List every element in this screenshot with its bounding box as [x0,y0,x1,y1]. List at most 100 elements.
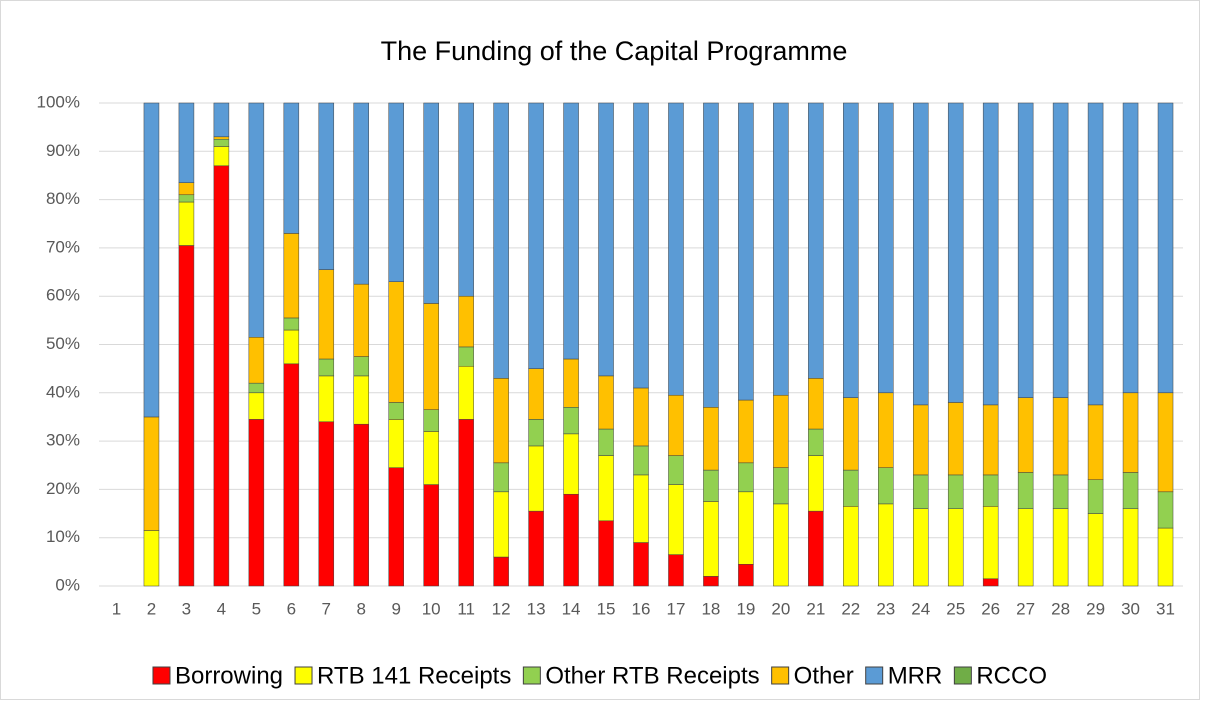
bar-segment [493,378,509,464]
bar-segment [703,102,719,408]
legend-label: RTB 141 Receipts [317,662,511,689]
bar-segment [1052,474,1069,509]
bar-segment [458,102,474,297]
bar-segment [947,474,964,509]
bar-segment [493,102,509,379]
bar-segment [1157,491,1174,529]
bar-segment [458,295,474,348]
bar-segment [353,423,370,587]
bar-segment [668,455,684,485]
bar-segment [1157,392,1174,493]
x-tick-label: 31 [1156,599,1175,618]
bar-segment [318,375,335,423]
bar-segment [912,474,929,509]
x-tick-label: 27 [1016,599,1035,618]
bar-segment [1122,102,1139,394]
x-tick-label: 9 [391,599,400,618]
legend-label: Other [794,662,854,689]
bar-segment [773,102,789,396]
x-tick-label: 12 [492,599,511,618]
bar-segment [318,269,335,360]
bar-segment [563,433,579,495]
bar-segment [982,506,999,580]
legend-label: Other RTB Receipts [545,662,759,689]
bar-segment [633,387,649,447]
bar-segment [808,378,824,430]
x-tick-label: 24 [911,599,930,618]
bar-segment [1087,404,1104,480]
x-tick-label: 15 [597,599,616,618]
bar-segment [563,493,579,587]
bar-segment [388,419,404,468]
x-tick-label: 28 [1051,599,1070,618]
bar-segment [1052,102,1069,398]
bar-segment [213,136,230,140]
bar-segment [318,102,335,270]
bar-segment [1122,472,1139,509]
bar-segment [178,201,195,246]
y-tick-label: 60% [46,286,80,305]
bar-segment [528,368,544,420]
bar-segment [353,102,370,285]
legend-swatch [294,666,313,685]
bar-segment [982,578,999,587]
bar-segment [458,365,474,420]
bar-segment [178,194,195,203]
bar-segment [388,102,404,282]
bar-segment [318,421,335,587]
bar-segment [563,102,579,360]
bar-segment [353,375,370,425]
bar-segment [528,510,544,587]
bar-segment [458,419,474,587]
bar-segment [1122,508,1139,587]
bar-segment [528,419,544,447]
bar-segment [738,491,754,565]
bar-segment [947,508,964,587]
bar-segment [213,138,230,147]
bar-segment [143,530,160,587]
x-tick-label: 18 [701,599,720,618]
bar-segment [703,407,719,471]
bar-segment [703,501,719,577]
bar-segment [982,102,999,406]
x-tick-label: 8 [357,599,366,618]
bar-segment [878,102,894,394]
bar-segment [1052,397,1069,476]
x-tick-label: 6 [287,599,296,618]
bar-segment [353,356,370,377]
bar-segment [528,445,544,512]
x-tick-label: 21 [806,599,825,618]
bar-segment [738,102,754,401]
bar-segment [353,283,370,357]
bar-segment [773,467,789,505]
x-tick-label: 26 [981,599,1000,618]
bar-segment [598,375,614,430]
bar-segment [178,245,195,587]
bar-segment [178,182,195,196]
x-tick-label: 2 [147,599,156,618]
bar-segment [878,467,894,505]
bar-segment [703,576,719,587]
bar-segment [248,382,265,394]
legend-swatch [152,666,171,685]
bar-segment [493,556,509,587]
bar-segment [633,542,649,587]
bar-segment [423,431,439,485]
x-tick-label: 20 [771,599,790,618]
y-tick-label: 70% [46,237,80,256]
y-tick-label: 0% [55,575,80,594]
bar-segment [598,455,614,522]
x-tick-label: 19 [736,599,755,618]
legend-label: MRR [888,662,943,689]
bar-segment [878,392,894,468]
y-tick-label: 50% [46,334,80,353]
bar-segment [248,102,265,338]
bar-segment [982,404,999,476]
bar-segment [283,329,300,365]
bar-segment [248,392,265,420]
bar-segment [1157,527,1174,587]
x-tick-label: 1 [112,599,121,618]
y-tick-label: 90% [46,141,80,160]
legend-swatch [865,666,884,685]
legend-swatch [522,666,541,685]
